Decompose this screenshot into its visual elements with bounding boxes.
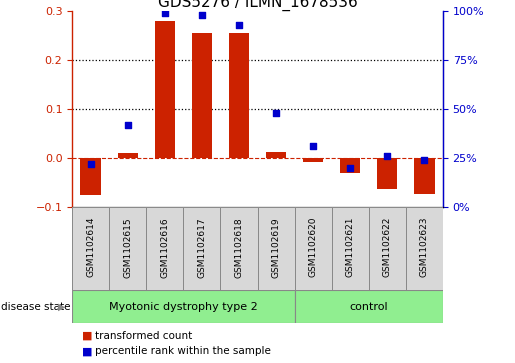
Bar (146, 207, 183, 290)
Point (198, 12, 206, 18)
Point (161, 10, 169, 16)
Bar (295, 207, 332, 290)
Text: ■: ■ (82, 346, 93, 356)
Text: Myotonic dystrophy type 2: Myotonic dystrophy type 2 (109, 302, 258, 312)
Point (235, 22, 243, 28)
Bar (192, 33, 212, 158)
Text: disease state: disease state (1, 302, 71, 312)
Bar (369, 207, 406, 290)
Text: transformed count: transformed count (95, 331, 193, 341)
Text: GSM1102622: GSM1102622 (383, 217, 392, 277)
Bar (72, 207, 109, 290)
Bar (183, 207, 220, 290)
Point (309, 143, 317, 149)
Text: control: control (349, 302, 388, 312)
Text: GSM1102619: GSM1102619 (271, 217, 281, 278)
Bar (266, 152, 286, 158)
Bar (117, 153, 138, 158)
Point (124, 122, 132, 127)
Bar (72, 290, 295, 323)
Text: GSM1102615: GSM1102615 (123, 217, 132, 278)
Point (272, 110, 280, 116)
Point (420, 157, 428, 163)
Text: percentile rank within the sample: percentile rank within the sample (95, 346, 271, 356)
Title: GDS5276 / ILMN_1678536: GDS5276 / ILMN_1678536 (158, 0, 357, 11)
Bar (258, 207, 295, 290)
Bar (295, 290, 443, 323)
Bar (220, 207, 258, 290)
Text: GSM1102617: GSM1102617 (197, 217, 207, 278)
Bar (80, 158, 101, 195)
Bar (303, 158, 323, 162)
Bar (332, 207, 369, 290)
Bar (340, 158, 360, 172)
Text: GSM1102614: GSM1102614 (86, 217, 95, 277)
Text: ■: ■ (82, 331, 93, 341)
Text: GSM1102616: GSM1102616 (160, 217, 169, 278)
Bar (229, 33, 249, 158)
Bar (109, 207, 146, 290)
Bar (414, 158, 435, 194)
Text: GSM1102621: GSM1102621 (346, 217, 355, 277)
Point (87, 161, 95, 167)
Text: ▶: ▶ (58, 302, 65, 312)
Bar (377, 158, 398, 189)
Text: GSM1102623: GSM1102623 (420, 217, 429, 277)
Point (383, 153, 391, 159)
Text: GSM1102620: GSM1102620 (308, 217, 318, 277)
Bar (406, 207, 443, 290)
Point (346, 165, 354, 171)
Text: GSM1102618: GSM1102618 (234, 217, 244, 278)
Bar (154, 21, 175, 158)
